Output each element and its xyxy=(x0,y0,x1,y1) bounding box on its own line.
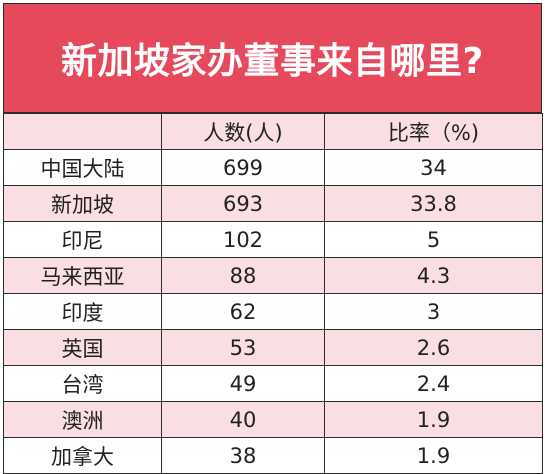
region-cell: 中国大陆 xyxy=(3,149,162,186)
region-cell: 澳洲 xyxy=(3,401,162,438)
table-row: 印度 62 3 xyxy=(3,293,543,330)
data-table: 人数(人) 比率（%) 中国大陆 699 34 新加坡 693 33.8 印尼 102 5 马来西… xyxy=(3,113,543,474)
percent-cell: 4.3 xyxy=(324,257,543,294)
table-row: 中国大陆 699 34 xyxy=(3,149,543,186)
count-cell: 53 xyxy=(161,329,325,366)
count-cell: 40 xyxy=(161,401,325,438)
count-cell: 38 xyxy=(161,437,325,474)
region-cell: 马来西亚 xyxy=(3,257,162,294)
table-row: 英国 53 2.6 xyxy=(3,329,543,366)
table-row: 印尼 102 5 xyxy=(3,221,543,258)
region-cell: 加拿大 xyxy=(3,437,162,474)
chart-title: 新加坡家办董事来自哪里? xyxy=(61,41,484,82)
count-cell: 693 xyxy=(161,185,325,222)
title-banner: 新加坡家办董事来自哪里? xyxy=(3,3,542,113)
header-region xyxy=(3,113,162,150)
region-cell: 印度 xyxy=(3,293,162,330)
count-cell: 62 xyxy=(161,293,325,330)
region-cell: 印尼 xyxy=(3,221,162,258)
header-percent: 比率（%) xyxy=(324,113,543,150)
count-cell: 102 xyxy=(161,221,325,258)
count-cell: 49 xyxy=(161,365,325,402)
count-cell: 699 xyxy=(161,149,325,186)
table-row: 台湾 49 2.4 xyxy=(3,365,543,402)
percent-cell: 3 xyxy=(324,293,543,330)
percent-cell: 33.8 xyxy=(324,185,543,222)
header-row: 人数(人) 比率（%) xyxy=(3,113,543,150)
header-count: 人数(人) xyxy=(161,113,325,150)
region-cell: 英国 xyxy=(3,329,162,366)
percent-cell: 5 xyxy=(324,221,543,258)
table-body: 人数(人) 比率（%) 中国大陆 699 34 新加坡 693 33.8 印尼 102 5 马来西… xyxy=(3,113,543,474)
table-row: 澳洲 40 1.9 xyxy=(3,401,543,438)
table-row: 马来西亚 88 4.3 xyxy=(3,257,543,294)
region-cell: 台湾 xyxy=(3,365,162,402)
percent-cell: 34 xyxy=(324,149,543,186)
percent-cell: 2.6 xyxy=(324,329,543,366)
region-cell: 新加坡 xyxy=(3,185,162,222)
count-cell: 88 xyxy=(161,257,325,294)
percent-cell: 1.9 xyxy=(324,401,543,438)
percent-cell: 2.4 xyxy=(324,365,543,402)
table-row: 新加坡 693 33.8 xyxy=(3,185,543,222)
table-row: 加拿大 38 1.9 xyxy=(3,437,543,474)
percent-cell: 1.9 xyxy=(324,437,543,474)
